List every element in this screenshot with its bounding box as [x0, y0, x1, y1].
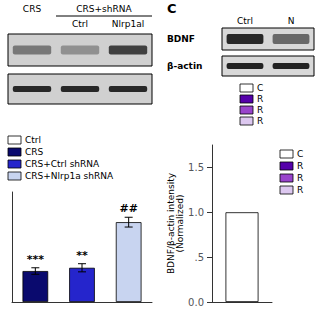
svg-text:Ctrl: Ctrl [237, 16, 253, 26]
svg-text:CRS+Nlrp1a shRNA: CRS+Nlrp1a shRNA [25, 171, 114, 181]
svg-text:C: C [167, 1, 177, 16]
svg-text:N: N [288, 16, 295, 26]
svg-text:***: *** [27, 253, 45, 266]
svg-text:β-actin: β-actin [167, 61, 202, 71]
svg-text:CRS+Ctrl shRNA: CRS+Ctrl shRNA [25, 159, 100, 169]
svg-text:C: C [297, 149, 303, 159]
svg-text:CRS: CRS [25, 147, 44, 157]
svg-text:R: R [257, 105, 263, 115]
svg-text:C: C [257, 83, 263, 93]
svg-text:1.5: 1.5 [188, 162, 204, 173]
svg-text:Ctrl: Ctrl [25, 135, 41, 145]
svg-text:R: R [257, 116, 263, 126]
svg-text:Ctrl: Ctrl [72, 19, 88, 29]
svg-text:##: ## [119, 202, 137, 215]
svg-text:**: ** [76, 249, 88, 262]
svg-text:CRS: CRS [23, 4, 42, 14]
svg-text:BDNF/β-actin intensity: BDNF/β-actin intensity [165, 172, 176, 275]
svg-text:R: R [297, 173, 303, 183]
svg-text:(Normalized): (Normalized) [175, 194, 185, 252]
svg-text:R: R [257, 94, 263, 104]
svg-text:1.0: 1.0 [188, 207, 204, 218]
svg-text:Nlrp1al: Nlrp1al [112, 19, 144, 29]
svg-text:CRS+shRNA: CRS+shRNA [76, 4, 132, 14]
svg-text:BDNF: BDNF [167, 34, 195, 44]
svg-text:0.0: 0.0 [188, 297, 204, 308]
svg-text:.5: .5 [194, 252, 204, 263]
svg-text:R: R [297, 185, 303, 195]
svg-text:R: R [297, 161, 303, 171]
